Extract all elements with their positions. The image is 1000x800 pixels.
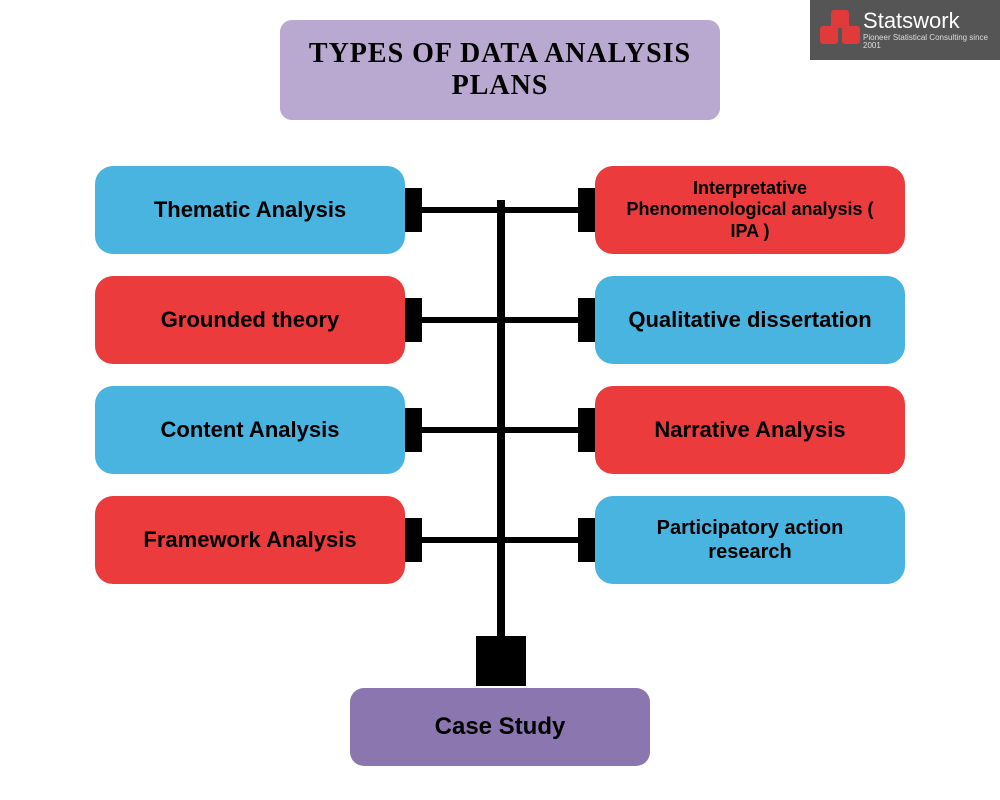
node-left: Framework Analysis [95, 496, 405, 584]
node-right: Qualitative dissertation [595, 276, 905, 364]
row-connector [400, 427, 600, 433]
logo-badge: Statswork Pioneer Statistical Consulting… [810, 0, 1000, 60]
node-left: Content Analysis [95, 386, 405, 474]
node-right: Participatory action research [595, 496, 905, 584]
logo-tagline: Pioneer Statistical Consulting since 200… [863, 34, 990, 50]
node-bottom: Case Study [350, 688, 650, 766]
node-left: Grounded theory [95, 276, 405, 364]
node-bottom-label: Case Study [435, 713, 566, 741]
node-label: Content Analysis [161, 417, 340, 443]
node-label: Grounded theory [161, 307, 339, 333]
node-label: Thematic Analysis [154, 197, 346, 223]
node-label: Participatory action research [615, 516, 885, 564]
node-label: Narrative Analysis [654, 417, 845, 443]
logo-text: Statswork Pioneer Statistical Consulting… [863, 10, 990, 50]
node-label: Interpretative Phenomenological analysis… [615, 178, 885, 243]
logo-name: Statswork [863, 10, 990, 32]
node-right: Interpretative Phenomenological analysis… [595, 166, 905, 254]
node-label: Qualitative dissertation [628, 307, 871, 333]
node-label: Framework Analysis [143, 527, 356, 553]
row-connector [400, 317, 600, 323]
page-title: TYPES OF DATA ANALYSIS PLANS [300, 38, 700, 102]
row-connector [400, 537, 600, 543]
node-left: Thematic Analysis [95, 166, 405, 254]
title-box: TYPES OF DATA ANALYSIS PLANS [280, 20, 720, 120]
row-connector [400, 207, 600, 213]
bottom-connector-square [476, 636, 526, 686]
logo-icon [820, 10, 855, 50]
node-right: Narrative Analysis [595, 386, 905, 474]
